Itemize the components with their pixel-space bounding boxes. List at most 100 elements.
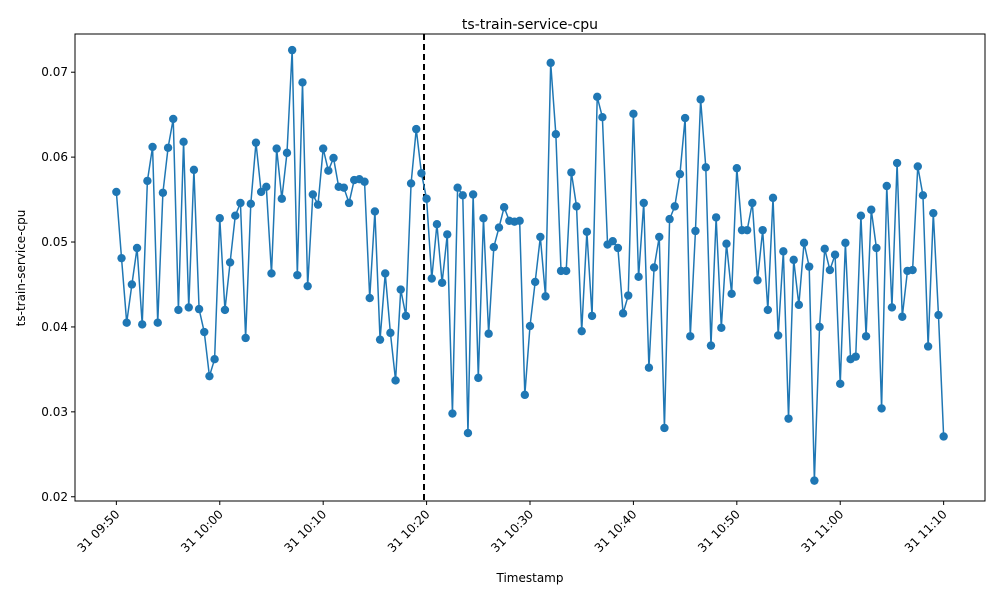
- data-point: [437, 278, 447, 287]
- data-point: [251, 138, 261, 147]
- data-point: [215, 214, 224, 223]
- data-point: [577, 326, 586, 336]
- data-point: [872, 243, 881, 253]
- data-point: [593, 92, 602, 102]
- data-point: [277, 194, 287, 203]
- data-point: [412, 124, 421, 134]
- data-point: [805, 262, 814, 271]
- data-point: [613, 243, 623, 253]
- data-point: [851, 352, 860, 361]
- data-point: [520, 390, 530, 400]
- data-point: [686, 332, 695, 341]
- y-tick-label: 0.03: [41, 405, 68, 419]
- data-point: [551, 129, 561, 139]
- data-point: [784, 414, 793, 423]
- data-point: [293, 270, 302, 280]
- data-point: [262, 182, 271, 192]
- data-point: [892, 158, 902, 168]
- data-point: [898, 312, 907, 321]
- data-point: [934, 310, 943, 320]
- data-point: [453, 183, 462, 192]
- data-point: [763, 305, 773, 315]
- x-tick-label: 31 09:50: [75, 507, 123, 555]
- data-point: [525, 321, 535, 331]
- data-point: [742, 225, 752, 235]
- data-point: [272, 144, 281, 153]
- data-point: [386, 328, 395, 338]
- data-point: [877, 404, 886, 413]
- data-point: [794, 300, 804, 310]
- data-point: [169, 114, 178, 124]
- data-point: [499, 203, 509, 212]
- data-point: [122, 318, 131, 327]
- data-point: [748, 198, 757, 208]
- data-point: [489, 242, 499, 252]
- x-tick-label: 31 10:00: [178, 507, 226, 555]
- data-point: [117, 253, 126, 263]
- data-point: [536, 232, 545, 242]
- data-point: [815, 322, 824, 332]
- data-point: [789, 255, 798, 265]
- data-point: [432, 220, 442, 229]
- data-point: [179, 137, 188, 147]
- data-point: [908, 265, 917, 275]
- data-point: [717, 323, 726, 332]
- x-tick-label: 31 10:50: [695, 507, 743, 555]
- data-point: [618, 309, 628, 318]
- data-point: [189, 165, 199, 175]
- data-point: [318, 144, 328, 153]
- data-point: [887, 303, 897, 312]
- data-point: [375, 335, 385, 344]
- y-tick-label: 0.02: [41, 490, 68, 504]
- data-point: [184, 303, 193, 312]
- data-point: [231, 211, 240, 220]
- data-point: [370, 207, 380, 216]
- data-point: [479, 214, 488, 223]
- data-point: [401, 311, 411, 321]
- data-point: [427, 274, 436, 283]
- data-point: [468, 190, 478, 199]
- data-point: [753, 276, 762, 285]
- data-point: [629, 109, 638, 119]
- data-point: [820, 244, 829, 254]
- data-point: [148, 142, 157, 152]
- data-point: [732, 163, 742, 173]
- data-point: [670, 202, 679, 211]
- plot-frame: [74, 33, 986, 502]
- data-point: [608, 236, 617, 246]
- data-point: [582, 227, 592, 237]
- data-point: [882, 181, 891, 191]
- data-point: [474, 373, 483, 383]
- data-point: [701, 163, 710, 172]
- data-point: [841, 238, 850, 248]
- data-point: [143, 176, 152, 186]
- data-point: [127, 280, 137, 289]
- data-point: [711, 213, 721, 222]
- data-point: [210, 355, 219, 364]
- data-point: [567, 168, 576, 177]
- data-point: [546, 58, 555, 68]
- data-point: [867, 205, 876, 214]
- x-tick-label: 31 10:40: [592, 507, 640, 555]
- data-point: [773, 331, 783, 340]
- x-tick-label: 31 11:00: [798, 507, 846, 555]
- data-point: [660, 423, 669, 433]
- data-point: [112, 187, 121, 197]
- data-point: [836, 379, 845, 389]
- data-point: [463, 428, 473, 438]
- series-line: [115, 49, 945, 482]
- data-point: [174, 305, 183, 315]
- data-point: [680, 113, 690, 123]
- data-point: [339, 183, 349, 192]
- data-point: [417, 169, 426, 178]
- data-point: [825, 265, 835, 275]
- data-point: [443, 230, 452, 239]
- data-point: [929, 208, 938, 218]
- data-point: [913, 162, 922, 171]
- x-axis: 31 09:50 31 10:00 31 10:10 31 10:20 31 10:30…: [75, 501, 950, 555]
- data-point: [406, 179, 416, 188]
- data-point: [572, 202, 581, 211]
- data-point: [344, 198, 354, 208]
- data-point: [634, 272, 643, 282]
